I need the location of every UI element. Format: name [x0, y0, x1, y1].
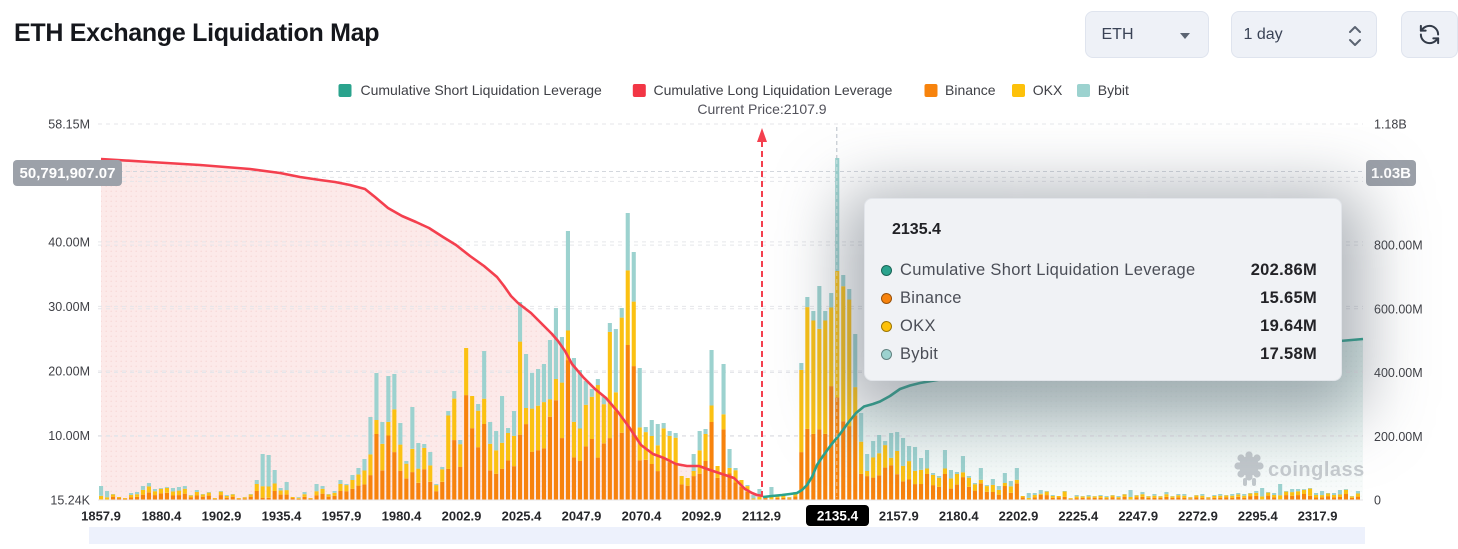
svg-text:2112.9: 2112.9 [742, 509, 781, 524]
svg-text:OKX: OKX [1033, 82, 1063, 98]
svg-text:20.00M: 20.00M [48, 365, 90, 379]
svg-text:1857.9: 1857.9 [81, 509, 121, 524]
svg-text:2272.9: 2272.9 [1178, 509, 1218, 524]
svg-text:2247.9: 2247.9 [1118, 509, 1158, 524]
svg-text:2135.4: 2135.4 [817, 509, 859, 524]
svg-text:10.00M: 10.00M [48, 429, 90, 443]
svg-text:1980.4: 1980.4 [382, 509, 423, 524]
svg-text:2002.9: 2002.9 [442, 509, 482, 524]
svg-text:200.00M: 200.00M [1374, 430, 1423, 444]
svg-text:600.00M: 600.00M [1374, 302, 1423, 316]
svg-text:2157.9: 2157.9 [879, 509, 919, 524]
svg-text:15.24K: 15.24K [50, 494, 90, 508]
svg-text:2047.9: 2047.9 [562, 509, 602, 524]
svg-text:2180.4: 2180.4 [939, 509, 980, 524]
svg-text:30.00M: 30.00M [48, 300, 90, 314]
svg-text:coinglass: coinglass [1268, 459, 1365, 481]
svg-text:2070.4: 2070.4 [622, 509, 663, 524]
svg-text:0: 0 [1374, 494, 1381, 508]
svg-text:2317.9: 2317.9 [1298, 509, 1338, 524]
svg-text:400.00M: 400.00M [1374, 366, 1423, 380]
svg-text:Bybit: Bybit [1098, 82, 1129, 98]
svg-text:1.03B: 1.03B [1371, 165, 1411, 182]
svg-text:Cumulative Long Liquidation Le: Cumulative Long Liquidation Leverage [654, 82, 893, 98]
svg-text:Current Price:2107.9: Current Price:2107.9 [697, 101, 826, 117]
svg-text:Cumulative Short Liquidation L: Cumulative Short Liquidation Leverage [361, 82, 602, 98]
svg-text:Binance: Binance [945, 82, 996, 98]
svg-text:40.00M: 40.00M [48, 235, 90, 249]
svg-text:2295.4: 2295.4 [1238, 509, 1279, 524]
svg-text:1935.4: 1935.4 [262, 509, 303, 524]
svg-text:1.18B: 1.18B [1374, 118, 1407, 132]
svg-text:1880.4: 1880.4 [142, 509, 183, 524]
svg-text:2202.9: 2202.9 [999, 509, 1039, 524]
svg-text:800.00M: 800.00M [1374, 239, 1423, 253]
svg-text:2092.9: 2092.9 [682, 509, 722, 524]
svg-text:58.15M: 58.15M [48, 118, 90, 132]
svg-text:1957.9: 1957.9 [322, 509, 362, 524]
svg-text:50,791,907.07: 50,791,907.07 [20, 165, 116, 182]
svg-text:1902.9: 1902.9 [202, 509, 242, 524]
svg-text:2225.4: 2225.4 [1058, 509, 1099, 524]
svg-text:2025.4: 2025.4 [502, 509, 543, 524]
